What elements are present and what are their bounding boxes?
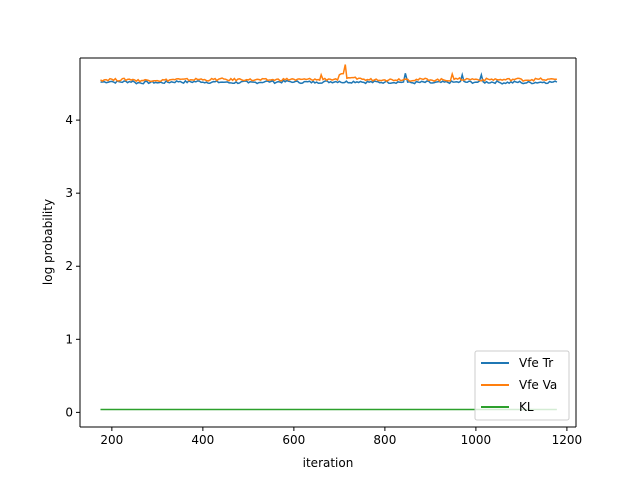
legend-label-vfe-tr: Vfe Tr <box>519 356 553 370</box>
y-tick-label: 3 <box>65 186 73 200</box>
legend-label-kl: KL <box>519 400 534 414</box>
legend-frame <box>474 350 570 421</box>
series-line-vfe-va <box>100 64 557 83</box>
y-tick-label: 4 <box>65 113 73 127</box>
axes-layer <box>79 57 577 428</box>
x-tick-label: 200 <box>100 433 123 447</box>
ticks-layer: 200 400 600 800 1000 1200 0 1 2 3 4 <box>65 113 582 447</box>
x-tick-label: 400 <box>191 433 214 447</box>
legend: Vfe Tr Vfe Va KL <box>474 350 570 421</box>
x-tick-label: 600 <box>282 433 305 447</box>
x-tick-label: 800 <box>373 433 396 447</box>
y-axis-title: log probability <box>41 199 55 285</box>
y-tick-label: 0 <box>65 405 73 419</box>
legend-label-vfe-va: Vfe Va <box>519 378 557 392</box>
series-line-vfe-tr <box>100 71 558 85</box>
x-tick-label: 1200 <box>552 433 583 447</box>
x-axis-title: iteration <box>303 456 354 470</box>
x-tick-label: 1000 <box>461 433 492 447</box>
y-tick-label: 1 <box>65 332 73 346</box>
y-tick-label: 2 <box>65 259 73 273</box>
